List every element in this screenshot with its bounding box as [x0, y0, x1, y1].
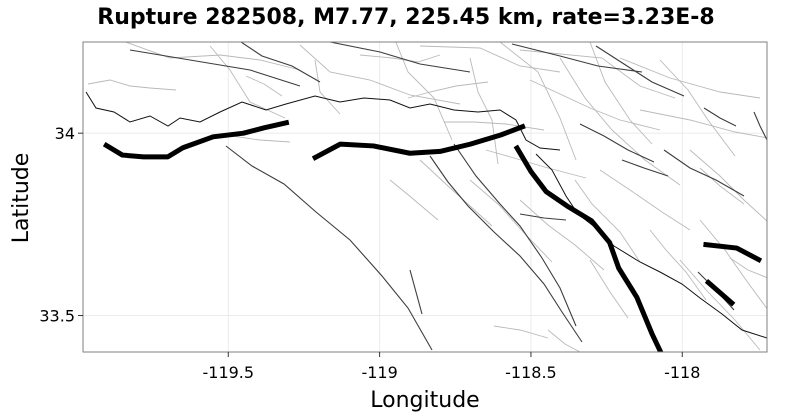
background-fault-line [314, 59, 341, 115]
background-fault-line [659, 59, 736, 157]
rupture-segment-2 [311, 123, 526, 161]
background-fault-line [469, 179, 553, 263]
plot-frame [82, 41, 768, 353]
dark-fault-line [621, 159, 669, 177]
background-fault-line [485, 149, 587, 179]
x-axis-label: Longitude [370, 388, 479, 413]
background-fault-line [519, 49, 676, 99]
x-tick-label: -118.5 [505, 363, 557, 382]
dark-fault-line [595, 45, 685, 97]
background-fault-line [395, 42, 453, 141]
rupture-segment-3 [513, 144, 664, 352]
background-fault-line [389, 179, 439, 221]
background-fault-line [245, 75, 283, 97]
background-fault-line [444, 121, 545, 131]
background-fault-line [547, 329, 581, 352]
y-tick-label: 34 [55, 124, 75, 143]
dark-fault-line [703, 107, 737, 127]
background-fault-line [529, 79, 661, 131]
background-fault-line [519, 199, 605, 271]
dark-fault-line [409, 269, 423, 315]
background-fault-line [619, 57, 761, 99]
background-fault-line [419, 45, 561, 73]
rupture-segment-1 [102, 119, 290, 160]
dark-fault-line [240, 42, 321, 83]
background-fault-line [574, 179, 641, 263]
rupture-layer [102, 119, 763, 352]
rupture-segment-4 [703, 241, 763, 264]
background-fault-line [599, 169, 691, 231]
coastline [535, 153, 767, 339]
background-fault-line [493, 325, 549, 339]
y-tick-label: 33.5 [39, 307, 75, 326]
dark-fault-line [453, 143, 577, 327]
dark-fault-layer [85, 42, 767, 351]
background-fault-line [689, 149, 767, 222]
background-fault-layer [87, 42, 767, 352]
y-axis-label: Latitude [9, 153, 34, 244]
dark-fault-line [753, 111, 767, 142]
dark-fault-line [129, 49, 301, 87]
coastline [85, 91, 561, 151]
background-fault-line [419, 159, 493, 227]
background-fault-line [699, 167, 745, 205]
dark-fault-line [225, 145, 433, 351]
dark-fault-line [579, 123, 655, 163]
background-fault-line [231, 135, 291, 143]
background-fault-line [729, 257, 767, 279]
background-fault-line [699, 219, 767, 310]
background-fault-line [679, 259, 761, 351]
dark-fault-line [329, 42, 471, 73]
x-tick-label: -119.5 [202, 363, 254, 382]
dark-fault-line [429, 155, 583, 343]
rupture-segment-5 [704, 278, 736, 307]
background-fault-line [299, 44, 461, 105]
grid-layer [83, 42, 767, 352]
background-fault-line [469, 57, 499, 165]
x-tick-label: -118 [664, 363, 700, 382]
background-fault-line [559, 57, 681, 186]
tick-layer: -119.5 -119 -118.5 -118 33.5 34 [39, 124, 700, 382]
dark-fault-line [511, 43, 643, 73]
background-fault-line [589, 42, 653, 145]
background-fault-line [589, 259, 629, 319]
background-fault-line [499, 42, 577, 161]
dark-fault-line [663, 149, 745, 197]
background-fault-line [124, 42, 301, 71]
chart-title: Rupture 282508, M7.77, 225.45 km, rate=3… [97, 5, 714, 30]
background-fault-line [87, 79, 177, 91]
background-fault-line [407, 81, 489, 99]
background-fault-line [649, 229, 707, 301]
dark-fault-line [519, 213, 567, 221]
x-tick-label: -119 [361, 363, 397, 382]
